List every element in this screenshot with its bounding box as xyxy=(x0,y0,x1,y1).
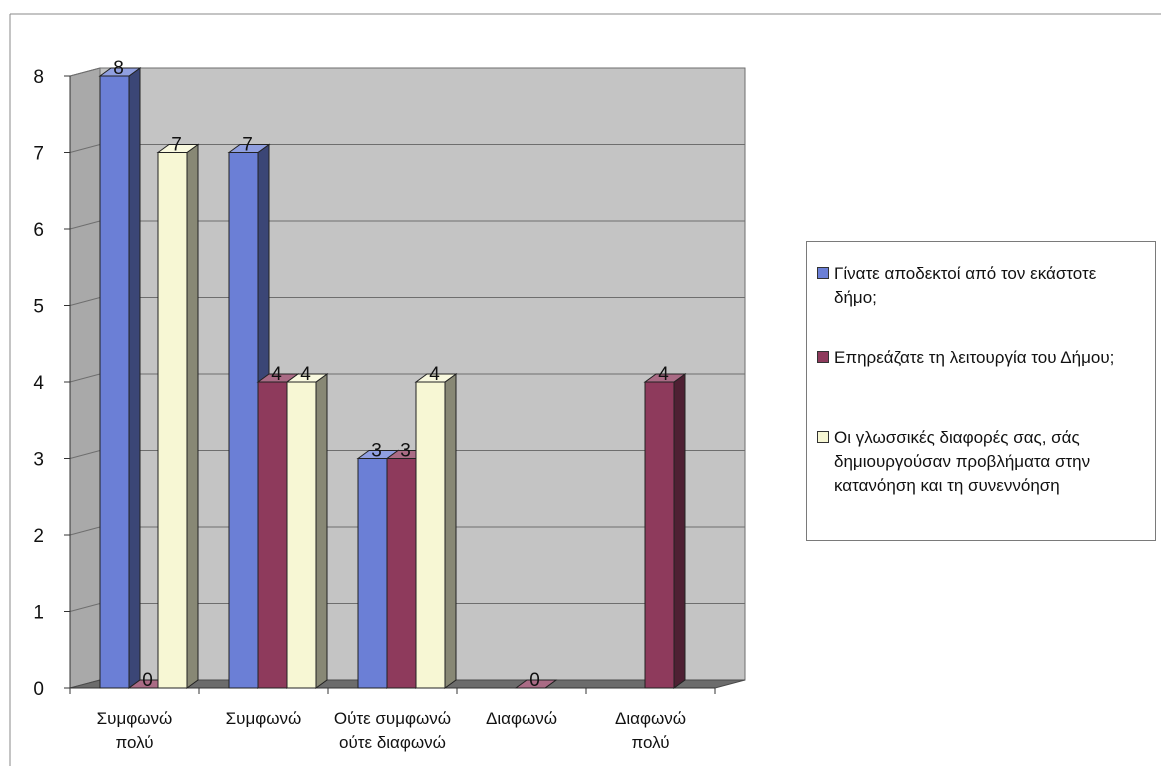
bar xyxy=(285,373,329,689)
data-label: 4 xyxy=(271,364,282,385)
bar-side xyxy=(128,67,141,689)
bar-front xyxy=(286,381,317,689)
data-label: 0 xyxy=(529,670,540,691)
gridline-side xyxy=(69,220,101,230)
bar xyxy=(643,373,687,689)
legend: Γίνατε αποδεκτοί από τον εκάστοτε δήμο; Επ… xyxy=(806,241,1156,541)
legend-swatch xyxy=(817,351,829,363)
legend-item: Οι γλωσσικές διαφορές σας, σάς δημιουργού… xyxy=(817,426,1153,498)
y-tick-label: 3 xyxy=(33,450,44,471)
gridline-side xyxy=(69,67,101,77)
gridline-side xyxy=(69,526,101,536)
bar-front xyxy=(644,381,675,689)
bar-side xyxy=(315,373,328,689)
gridline-side xyxy=(69,373,101,383)
legend-label: Επηρεάζατε τη λειτουργία του Δήμου; xyxy=(817,346,1153,370)
data-label: 8 xyxy=(113,58,124,79)
y-tick-label: 8 xyxy=(33,67,44,88)
gridline-side xyxy=(69,450,101,459)
bar-side xyxy=(673,373,686,689)
y-tick-label: 4 xyxy=(33,373,44,394)
x-tick-label: Συμφωνώ xyxy=(226,709,302,728)
y-tick-label: 0 xyxy=(33,679,44,700)
bar-front xyxy=(386,458,417,689)
bar-side xyxy=(186,143,199,689)
bar xyxy=(156,143,200,689)
y-tick-label: 6 xyxy=(33,220,44,241)
legend-swatch xyxy=(817,267,829,279)
legend-item: Επηρεάζατε τη λειτουργία του Δήμου; xyxy=(817,346,1153,370)
bar-top xyxy=(514,679,558,689)
y-tick-label: 2 xyxy=(33,526,44,547)
legend-swatch xyxy=(817,431,829,443)
x-tick-label: Ούτε συμφωνώ xyxy=(334,709,451,728)
bar-front xyxy=(157,152,188,689)
x-tick-label: Διαφωνώ xyxy=(486,709,557,728)
data-label: 3 xyxy=(371,441,382,462)
data-label: 4 xyxy=(429,364,440,385)
data-label: 7 xyxy=(171,135,182,156)
gridline-side xyxy=(69,603,101,612)
bar xyxy=(514,679,558,689)
bar-front xyxy=(228,152,259,689)
y-tick-label: 7 xyxy=(33,144,44,165)
data-label: 7 xyxy=(242,135,253,156)
y-tick-label: 5 xyxy=(33,297,44,318)
legend-label: Οι γλωσσικές διαφορές σας, σάς xyxy=(817,426,1153,450)
bar-side xyxy=(444,373,457,689)
x-tick-label: Διαφωνώ xyxy=(615,709,686,728)
legend-label: δημιουργούσαν προβλήματα στην xyxy=(834,452,1091,471)
bar-front xyxy=(415,381,446,689)
bar-front xyxy=(357,458,388,689)
bar xyxy=(414,373,458,689)
legend-label: Γίνατε αποδεκτοί από τον εκάστοτε xyxy=(817,262,1153,286)
data-label: 0 xyxy=(142,670,153,691)
gridline-side xyxy=(69,144,101,153)
x-tick-label: Συμφωνώ xyxy=(97,709,173,728)
legend-item: Γίνατε αποδεκτοί από τον εκάστοτε δήμο; xyxy=(817,262,1153,310)
x-tick-label: πολύ xyxy=(631,733,669,752)
data-label: 3 xyxy=(400,441,411,462)
bar xyxy=(98,67,142,689)
legend-label: δήμο; xyxy=(834,288,877,307)
bar-front xyxy=(99,75,130,689)
data-label: 4 xyxy=(300,364,311,385)
bar-front xyxy=(257,381,288,689)
legend-label: κατανόηση και τη συνεννόηση xyxy=(834,476,1060,495)
x-tick-label: ούτε διαφωνώ xyxy=(339,733,446,752)
data-label: 4 xyxy=(658,364,669,385)
x-tick-label: πολύ xyxy=(115,733,153,752)
gridline-side xyxy=(69,297,101,306)
y-tick-label: 1 xyxy=(33,603,44,624)
